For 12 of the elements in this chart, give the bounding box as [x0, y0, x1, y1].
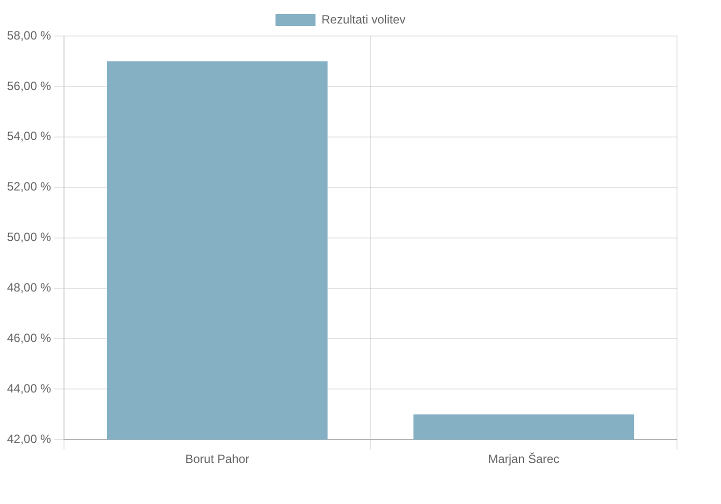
y-tick-label: 44,00 %: [6, 381, 52, 396]
y-tick-label: 54,00 %: [6, 129, 52, 144]
y-tick-label: 56,00 %: [6, 78, 52, 93]
x-tick-label: Marjan Šarec: [488, 452, 560, 466]
legend-label: Rezultati volitev: [321, 12, 406, 26]
y-tick-label: 50,00 %: [6, 230, 52, 244]
y-tick-label: 48,00 %: [6, 280, 52, 295]
y-tick-label: 52,00 %: [6, 180, 52, 194]
y-tick-label: 58,00 %: [6, 28, 52, 42]
y-tick-label: 46,00 %: [6, 331, 52, 346]
y-tick-label: 42,00 %: [6, 432, 52, 446]
x-tick-label: Borut Pahor: [185, 452, 250, 466]
